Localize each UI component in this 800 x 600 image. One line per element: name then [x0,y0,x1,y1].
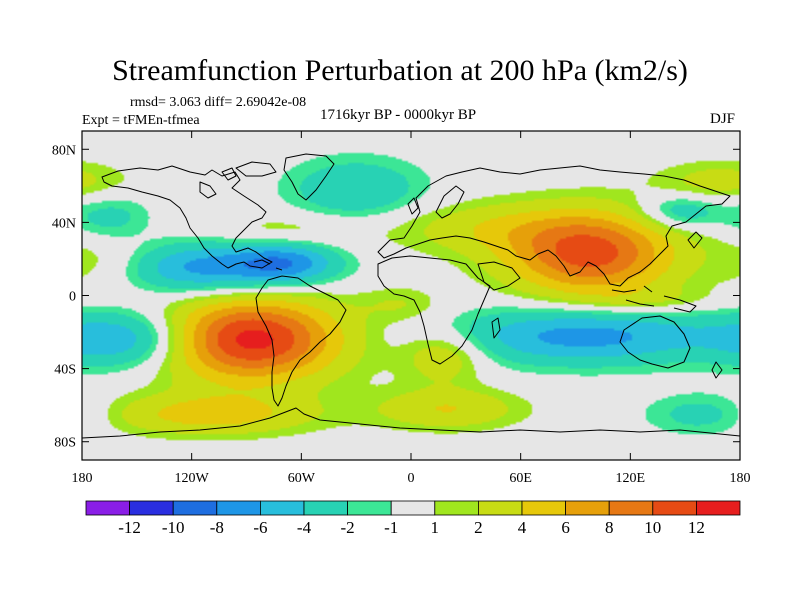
colorbar-label: 8 [605,518,614,537]
coastline-antarctica [82,407,740,439]
colorbar-label: 1 [431,518,440,537]
season-label: DJF [710,111,736,127]
coastline-caribbean [253,259,283,271]
colorbar-label: -10 [162,518,185,537]
coastline-south-america [255,275,347,407]
colorbar-label: 4 [518,518,527,537]
colorbar-label: 2 [474,518,483,537]
colorbar-label: 6 [561,518,570,537]
lat-tick-label: 40S [54,363,76,378]
experiment-label: Expt = tFMEn-tfmea [82,113,200,128]
colorbar-swatch [129,500,174,516]
coastline-arctic-islands [221,161,277,181]
lon-tick-label: 180 [730,471,751,486]
colorbar-swatch [347,500,392,516]
lon-tick-label: 180 [72,471,93,486]
colorbar-swatch [608,500,654,516]
colorbar-label: 10 [644,518,661,537]
colorbar-label: -2 [341,518,355,537]
coastline-hudson-bay [199,181,217,199]
period-label: 1716kyr BP - 0000kyr BP [320,107,477,123]
colorbar-swatch [259,500,305,516]
map-axes: 80N 40N 0 40S 80S 180 120W 60W 0 60E 120E 180 [52,131,751,486]
colorbar-swatch [172,500,218,516]
coastline-eurasia [377,165,731,287]
colorbar-swatch [216,500,261,516]
coastline-uk [407,197,419,215]
coastline-maritime [611,285,697,313]
lon-tick-label: 120E [616,471,646,486]
colorbar-swatch [521,500,566,516]
coastline-north-america [101,165,273,269]
colorbar-swatch [390,500,436,516]
chart-title: Streamfunction Perturbation at 200 hPa (… [112,54,688,87]
coastline-africa [377,255,491,365]
lat-tick-label: 0 [69,290,76,305]
colorbar-swatch [565,500,610,516]
coastline-madagascar [491,317,501,339]
colorbar-label: -4 [297,518,312,537]
coastlines [82,153,740,439]
colorbar-swatch [477,500,523,516]
lon-tick-label: 60E [509,471,532,486]
lat-tick-label: 80N [52,143,76,158]
colorbar-label: -12 [118,518,141,537]
coastline-japan [687,231,703,249]
lon-tick-label: 120W [175,471,210,486]
colorbar-label: -8 [210,518,224,537]
coastline-australia [619,315,691,369]
lat-tick-label: 40N [52,216,76,231]
streamfunction-heatmap [82,131,740,460]
colorbar-label: 12 [688,518,705,537]
coastline-greenland [283,153,335,201]
colorbar-swatch [434,500,479,516]
coastline-new-zealand [711,361,723,379]
coastline-scandinavia [435,185,465,219]
colorbar-swatch [85,500,130,516]
colorbar-swatch [303,500,348,516]
colorbar-label: -1 [384,518,398,537]
rmsd-label: rmsd= 3.063 diff= 2.69042e-08 [130,95,307,110]
lat-tick-label: 80S [54,436,76,451]
colorbar-swatch [696,500,741,516]
colorbar-swatch [652,500,697,516]
colorbar-label: -6 [253,518,267,537]
lon-tick-label: 60W [288,471,316,486]
lon-tick-label: 0 [408,471,415,486]
coastline-arabia [477,261,521,291]
